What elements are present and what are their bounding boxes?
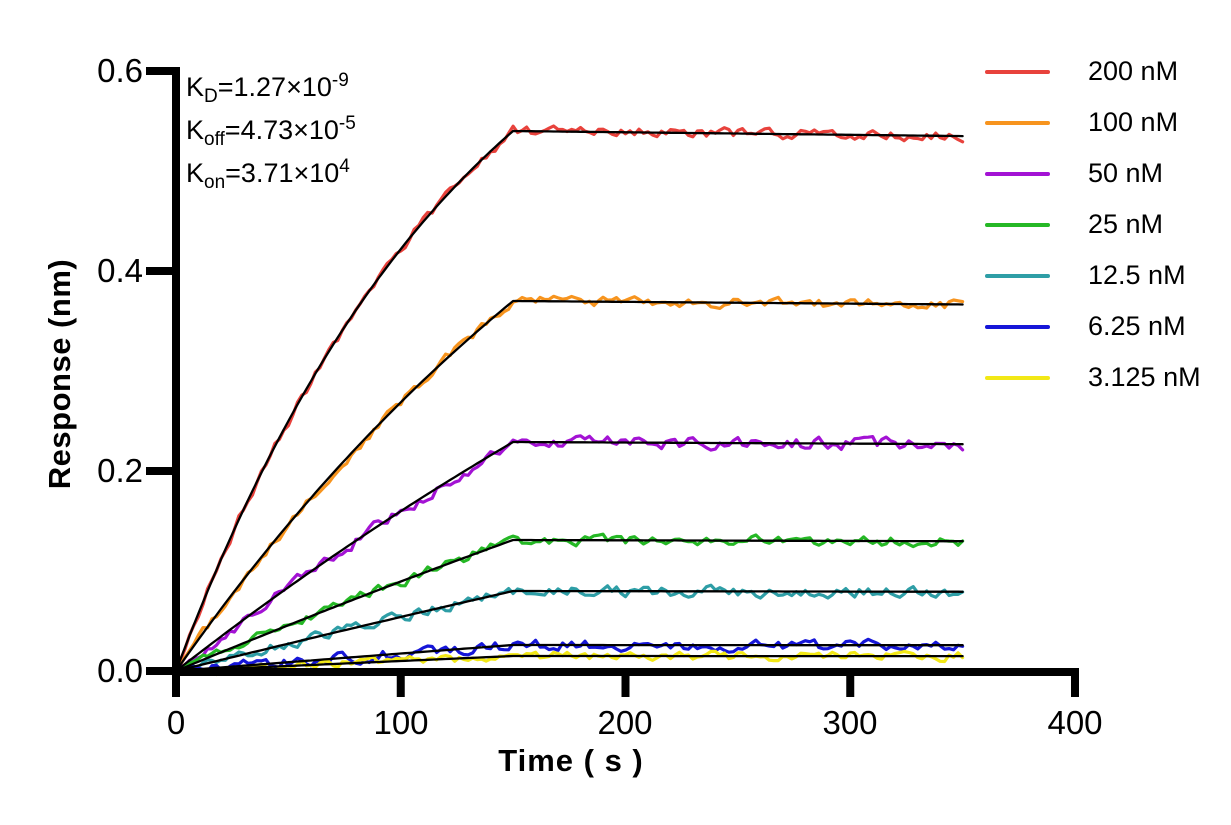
legend-row: 12.5 nM <box>985 250 1201 301</box>
legend-label: 3.125 nM <box>1088 362 1201 392</box>
legend-line-swatch <box>985 324 1050 329</box>
x-tick-label: 100 <box>373 704 429 741</box>
axes-group <box>146 67 1079 697</box>
kd-annotation-line: KD=1.27×10-9 <box>186 70 349 107</box>
legend-row: 100 nM <box>985 97 1201 148</box>
legend-line-swatch <box>985 273 1050 278</box>
y-axis-title: Response (nm) <box>42 258 77 490</box>
legend-label: 25 nM <box>1088 209 1164 239</box>
y-tick-label: 0.4 <box>97 252 143 289</box>
legend-line-swatch <box>985 171 1050 176</box>
legend-line-swatch <box>985 375 1050 380</box>
x-tick-label: 400 <box>1047 704 1103 741</box>
y-tick-label: 0.2 <box>97 452 143 489</box>
kinetics-annotation: KD=1.27×10-9 Koff=4.73×10-5 Kon=3.71×104 <box>186 66 356 195</box>
x-tick-label: 300 <box>822 704 878 741</box>
legend-row: 200 nM <box>985 46 1201 97</box>
legend-row: 25 nM <box>985 199 1201 250</box>
legend-row: 6.25 nM <box>985 301 1201 352</box>
legend-line-swatch <box>985 69 1050 74</box>
legend-row: 50 nM <box>985 148 1201 199</box>
x-tick-label: 0 <box>166 704 186 741</box>
legend: 200 nM 100 nM 50 nM 25 nM 12.5 nM 6.25 n… <box>985 46 1201 403</box>
y-tick-label: 0.6 <box>97 52 143 89</box>
legend-label: 12.5 nM <box>1088 260 1186 290</box>
fit-curves-group <box>174 129 964 673</box>
legend-line-swatch <box>985 222 1050 227</box>
legend-row: 3.125 nM <box>985 352 1201 403</box>
y-tick-label: 0.0 <box>97 652 143 689</box>
x-axis-title: Time ( s ) <box>498 743 644 778</box>
legend-label: 6.25 nM <box>1088 311 1186 341</box>
legend-label: 200 nM <box>1088 56 1179 86</box>
legend-label: 100 nM <box>1088 107 1179 137</box>
koff-annotation-line: Koff=4.73×10-5 <box>186 113 356 150</box>
kon-annotation-line: Kon=3.71×104 <box>186 156 350 193</box>
legend-line-swatch <box>985 120 1050 125</box>
x-tick-label: 200 <box>597 704 653 741</box>
legend-label: 50 nM <box>1088 158 1164 188</box>
